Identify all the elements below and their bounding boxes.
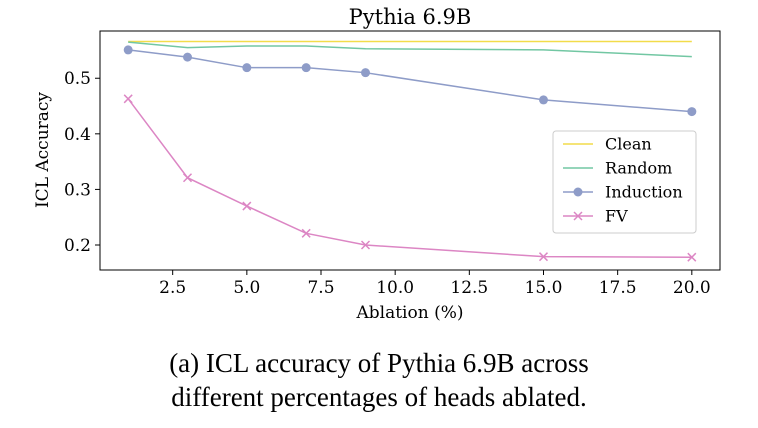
figure-caption-line-2: different percentages of heads ablated. — [171, 382, 587, 412]
legend: Clean Random Induction FV — [552, 130, 697, 234]
legend-item-random: Random — [563, 159, 672, 178]
series-line-random — [128, 41, 692, 58]
data-point-fv — [360, 240, 371, 250]
x-axis-label: Ablation (%) — [355, 303, 463, 323]
data-point-induction — [687, 107, 697, 117]
series-random — [128, 41, 692, 58]
data-point-induction — [538, 95, 548, 105]
x-tick-label: 2.5 — [159, 278, 186, 298]
x-tick-label: 12.5 — [450, 278, 488, 298]
x-tick-label: 20.0 — [673, 278, 711, 298]
x-tick-label: 15.0 — [525, 278, 563, 298]
data-point-fv — [538, 252, 549, 262]
data-point-induction — [123, 45, 133, 55]
data-point-fv — [301, 228, 311, 238]
legend-item-induction: Induction — [563, 183, 683, 202]
data-point-induction — [361, 68, 371, 78]
data-point-induction — [183, 52, 193, 62]
legend-item-fv: FV — [563, 207, 628, 226]
legend-label-clean: Clean — [605, 135, 652, 154]
x-tick-label: 5.0 — [233, 278, 260, 298]
chart-title: Pythia 6.9B — [349, 5, 472, 29]
legend-box — [552, 130, 697, 234]
data-point-fv — [123, 94, 133, 104]
legend-marker-induction — [573, 187, 583, 197]
x-tick-label: 7.5 — [307, 278, 334, 298]
y-axis-label: ICL Accuracy — [33, 92, 53, 208]
x-tick-label: 17.5 — [599, 278, 637, 298]
line-chart: Pythia 6.9B 2.5 5.0 7.5 10.0 12.5 15.0 17.5 20.… — [33, 5, 721, 323]
legend-item-clean: Clean — [563, 135, 652, 154]
series-fv — [123, 94, 697, 262]
series-line-induction — [128, 49, 692, 113]
legend-label-fv: FV — [605, 207, 628, 226]
data-point-induction — [301, 63, 311, 73]
y-tick-label: 0.3 — [64, 180, 91, 200]
y-tick-label: 0.2 — [64, 236, 91, 256]
data-point-fv — [687, 252, 697, 262]
data-point-fv — [182, 173, 193, 183]
y-tick-label: 0.4 — [64, 125, 91, 145]
y-tick-label: 0.5 — [64, 69, 91, 89]
legend-marker-fv — [573, 211, 583, 221]
plot-frame — [99, 30, 721, 271]
legend-label-random: Random — [605, 159, 672, 178]
legend-label-induction: Induction — [605, 183, 683, 202]
data-point-fv — [242, 201, 252, 211]
data-point-induction — [242, 63, 252, 73]
series-induction — [123, 45, 697, 117]
x-tick-label: 10.0 — [376, 278, 414, 298]
figure-caption-line-1: (a) ICL accuracy of Pythia 6.9B across — [169, 348, 589, 378]
